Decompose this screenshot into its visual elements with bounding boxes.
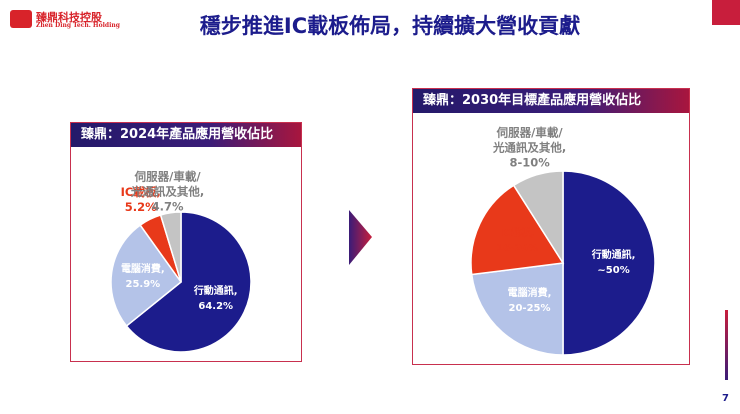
slice-value: 5.2% xyxy=(124,200,157,215)
chart-title: 臻鼎：2030年目標產品應用營收佔比 xyxy=(413,89,689,113)
logo-english: Zhen Ding Tech. Holding xyxy=(36,22,120,29)
slice-label: 電腦消費, 25.9% xyxy=(121,262,165,292)
slice-label: IC載板, 16-20% xyxy=(496,226,538,256)
pie-slice xyxy=(159,211,182,283)
logo-name: 臻鼎科技控股 xyxy=(36,11,102,24)
slice-name: 行動通訊, xyxy=(193,285,238,297)
slice-value: 25.9% xyxy=(125,278,161,290)
slice-label: 電腦消費, 20-25% xyxy=(508,286,552,316)
slice-name: 伺服器/車載/ 光通訊及其他, xyxy=(130,169,205,199)
chart-panel: 臻鼎：2024年產品應用營收佔比 xyxy=(70,122,302,362)
logo-icon xyxy=(10,10,32,28)
pie-slice xyxy=(125,211,252,353)
side-bar xyxy=(725,310,728,380)
slice-value: 64.2% xyxy=(198,300,234,312)
slice-name: 電腦消費, xyxy=(507,287,552,299)
slice-value: 16-20% xyxy=(496,243,539,255)
pie-slice xyxy=(470,262,564,356)
corner-block xyxy=(712,0,740,25)
pie-slice xyxy=(470,184,565,276)
slice-label: 伺服器/車載/ 光通訊及其他, 8-10% xyxy=(493,126,566,171)
slide-title: 穩步推進IC載板佈局，持續擴大營收貢獻 xyxy=(199,14,581,38)
slice-value: 4.7% xyxy=(151,199,184,214)
slice-label: IC載板, 5.2% xyxy=(121,185,161,215)
slice-name: 行動通訊, xyxy=(591,250,636,261)
arrow xyxy=(349,210,372,265)
chart-panel: 臻鼎：2030年目標產品應用營收佔比 xyxy=(412,88,690,365)
pie-slice xyxy=(562,170,656,356)
slice-label: 行動通訊, 64.2% xyxy=(194,284,238,314)
slice-label: 行動通訊, ~50% xyxy=(592,248,636,278)
slice-name: IC載板, xyxy=(120,185,161,200)
pie-slice xyxy=(512,170,564,266)
slice-name: IC載板, xyxy=(499,228,535,240)
slice-label: 伺服器/車載/ 光通訊及其他, 4.7% xyxy=(131,169,204,214)
chart-title: 臻鼎：2024年產品應用營收佔比 xyxy=(71,123,301,147)
slice-value: ~50% xyxy=(597,265,630,276)
slice-name: 伺服器/車載/ 光通訊及其他, xyxy=(492,125,567,155)
slice-value: 20-25% xyxy=(508,302,551,314)
slice-name: 電腦消費, xyxy=(120,263,165,275)
pie-slice xyxy=(110,224,183,327)
page-number: 7 xyxy=(722,393,729,404)
slice-value: 8-10% xyxy=(509,155,550,170)
